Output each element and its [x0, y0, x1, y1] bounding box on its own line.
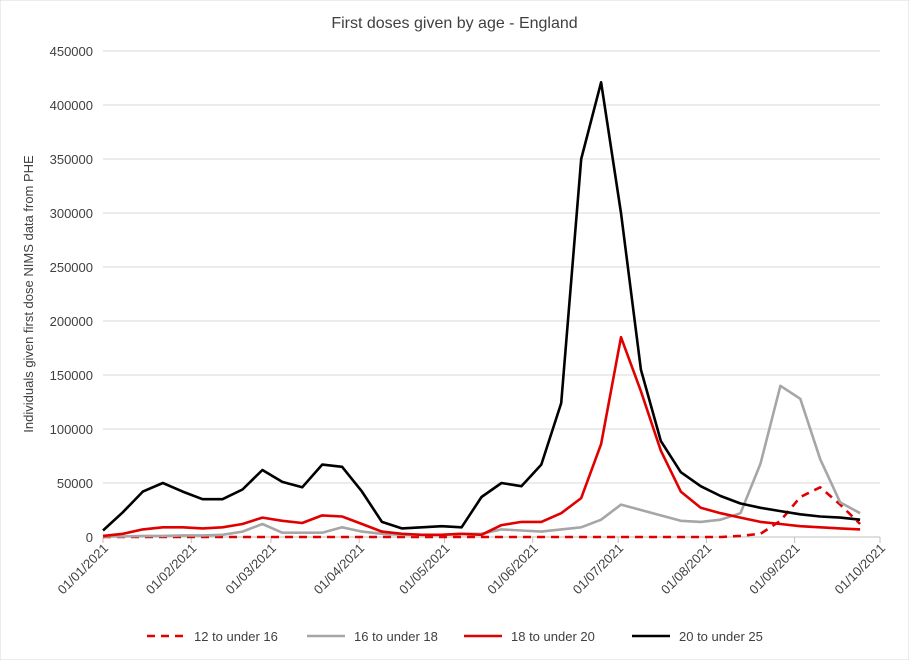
- y-tick-label: 450000: [50, 44, 93, 59]
- y-axis-label: Individuals given first dose NIMS data f…: [21, 155, 36, 433]
- legend-label: 12 to under 16: [194, 629, 278, 644]
- y-tick-label: 350000: [50, 152, 93, 167]
- legend-label: 16 to under 18: [354, 629, 438, 644]
- series-line: [102, 81, 861, 532]
- y-tick-label: 100000: [50, 422, 93, 437]
- y-axis-ticks: 0 50000 100000 150000 200000 250000 300000 3500…: [50, 44, 93, 545]
- gridlines: [103, 50, 880, 484]
- series-line: [103, 485, 862, 539]
- legend-label: 18 to under 20: [511, 629, 595, 644]
- legend-label: 20 to under 25: [679, 629, 763, 644]
- legend: 12 to under 16 16 to under 18 18 to under …: [147, 629, 763, 644]
- series-line: [102, 335, 861, 538]
- y-tick-label: 200000: [50, 314, 93, 329]
- y-tick-label: 150000: [50, 368, 93, 383]
- series-lines: [102, 81, 862, 539]
- y-tick-label: 50000: [57, 476, 93, 491]
- y-tick-label: 250000: [50, 260, 93, 275]
- y-tick-label: 0: [86, 530, 93, 545]
- y-tick-label: 300000: [50, 206, 93, 221]
- chart-title: First doses given by age - England: [331, 15, 577, 32]
- y-tick-label: 400000: [50, 98, 93, 113]
